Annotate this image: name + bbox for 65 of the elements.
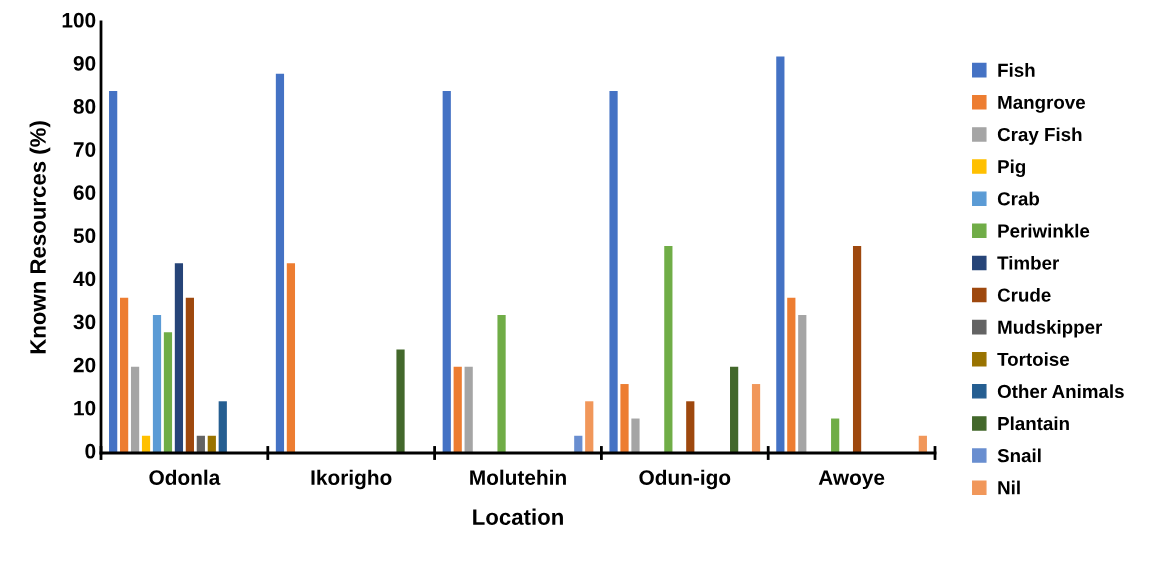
bar <box>174 263 184 453</box>
bar <box>918 435 927 453</box>
legend-label: Nil <box>998 480 1020 495</box>
bar <box>609 90 618 453</box>
bar <box>442 90 451 453</box>
bar <box>185 297 194 453</box>
legend-label: Timber <box>997 255 1059 270</box>
bar <box>218 401 227 453</box>
legend-label: Cray Fish <box>997 127 1082 145</box>
bar <box>453 366 462 453</box>
bar <box>152 315 162 453</box>
y-tick-label: 80 <box>73 99 96 114</box>
x-tick-label: Odonla <box>149 469 221 485</box>
bar <box>464 366 473 453</box>
x-tick-label: Ikorigho <box>311 469 392 490</box>
legend-label: Mangrove <box>998 95 1086 113</box>
legend-label: Crab <box>997 191 1040 206</box>
legend-label: Tortoise <box>997 352 1070 366</box>
y-tick-label: 90 <box>73 55 96 71</box>
bar <box>787 297 796 453</box>
bar <box>852 246 862 453</box>
bar <box>620 384 629 453</box>
y-tick-label: 70 <box>73 142 96 157</box>
bar <box>109 90 118 453</box>
y-tick-label: 10 <box>74 400 96 416</box>
legend-label: Pig <box>998 159 1026 178</box>
bar <box>664 246 673 453</box>
bar <box>286 263 296 453</box>
bar <box>207 435 216 453</box>
bar <box>196 435 205 453</box>
y-tick-label: 20 <box>73 357 96 373</box>
legend-label: Mudskipper <box>998 320 1103 338</box>
legend-label: Plantain <box>998 416 1069 431</box>
legend-label: Other Animals <box>997 384 1124 399</box>
x-tick-label: Molutehin <box>470 469 566 485</box>
bar <box>396 349 405 453</box>
bar <box>751 384 761 453</box>
bar <box>686 401 695 453</box>
y-tick-label: 40 <box>73 271 96 287</box>
bar <box>163 332 173 453</box>
bar <box>631 418 640 453</box>
y-axis-title: Known Resources (%) <box>29 121 51 354</box>
y-tick-label: 100 <box>62 12 96 28</box>
bar <box>798 315 807 453</box>
bar <box>120 297 129 453</box>
legend-label: Fish <box>998 63 1035 77</box>
bar <box>130 366 140 453</box>
bar <box>730 366 739 453</box>
bar <box>831 418 840 453</box>
legend-label: Snail <box>997 448 1041 463</box>
legend-label: Periwinkle <box>998 223 1090 238</box>
x-tick-label: Awoye <box>818 470 885 490</box>
bar <box>497 315 506 453</box>
bar <box>776 56 785 453</box>
bar <box>141 435 151 453</box>
x-axis-title: Location <box>473 508 563 525</box>
x-tick-label: Odun-igo <box>639 469 731 490</box>
bar <box>574 435 583 453</box>
legend-label: Crude <box>997 287 1051 302</box>
y-tick-label: 50 <box>73 228 96 244</box>
bar <box>275 73 285 453</box>
bar <box>585 401 594 453</box>
y-tick-label: 0 <box>85 443 96 459</box>
y-tick-label: 60 <box>73 185 96 200</box>
y-tick-label: 30 <box>73 314 96 330</box>
